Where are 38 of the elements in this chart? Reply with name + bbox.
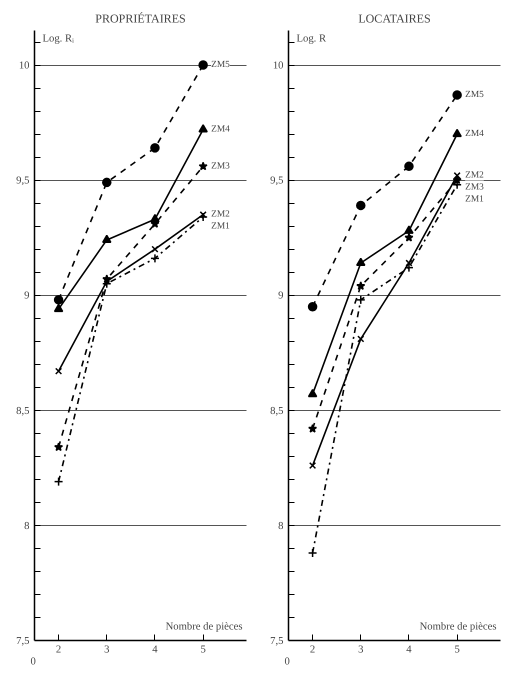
chart-title: LOCATAIRES	[358, 12, 431, 26]
series-label: ZM3	[211, 161, 230, 172]
series-label: ZM4	[465, 129, 484, 140]
x-tick-label: 5	[454, 644, 460, 656]
x-tick-label: 4	[406, 644, 412, 656]
x-axis-title: Nombre de pièces	[420, 622, 497, 632]
series-label: ZM4	[211, 124, 230, 134]
y-tick-label: 7,5	[270, 636, 284, 647]
y-axis-title: Log. R	[296, 34, 327, 44]
series-label: ZM1	[465, 194, 484, 205]
text: 0	[30, 656, 36, 668]
x-tick-label: 2	[310, 644, 316, 656]
series-label: ZM3	[465, 182, 484, 193]
x-tick-label: 3	[358, 644, 364, 656]
y-tick-label: 8,5	[16, 406, 30, 417]
series-label: ZM5	[465, 90, 484, 100]
x-tick-label: 3	[104, 644, 110, 656]
x-tick-label: 5	[200, 644, 206, 656]
y-axis-title: Log. Rᵢ	[42, 34, 74, 44]
y-tick-label: 8,5	[270, 406, 284, 417]
x-axis-title: Nombre de pièces	[166, 622, 243, 632]
series-label: ZM5	[211, 60, 230, 70]
y-tick-label: 9	[24, 290, 30, 302]
x-tick-label: 2	[56, 644, 62, 656]
y-tick-label: 9,5	[16, 176, 30, 187]
y-tick-label: 7,5	[16, 636, 30, 647]
y-tick-label: 8	[278, 520, 284, 532]
chart-title: PROPRIÉTAIRES	[95, 12, 186, 26]
y-tick-label: 9	[278, 290, 284, 302]
text: 0	[284, 656, 290, 668]
y-tick-label: 9,5	[270, 176, 284, 187]
y-tick-label: 10	[18, 60, 30, 72]
series-label: ZM2	[211, 210, 230, 220]
series-label: ZM2	[465, 170, 484, 181]
y-tick-label: 8	[24, 520, 30, 532]
x-tick-label: 4	[152, 644, 158, 656]
y-tick-label: 10	[272, 60, 284, 72]
series-label: ZM1	[211, 222, 230, 232]
